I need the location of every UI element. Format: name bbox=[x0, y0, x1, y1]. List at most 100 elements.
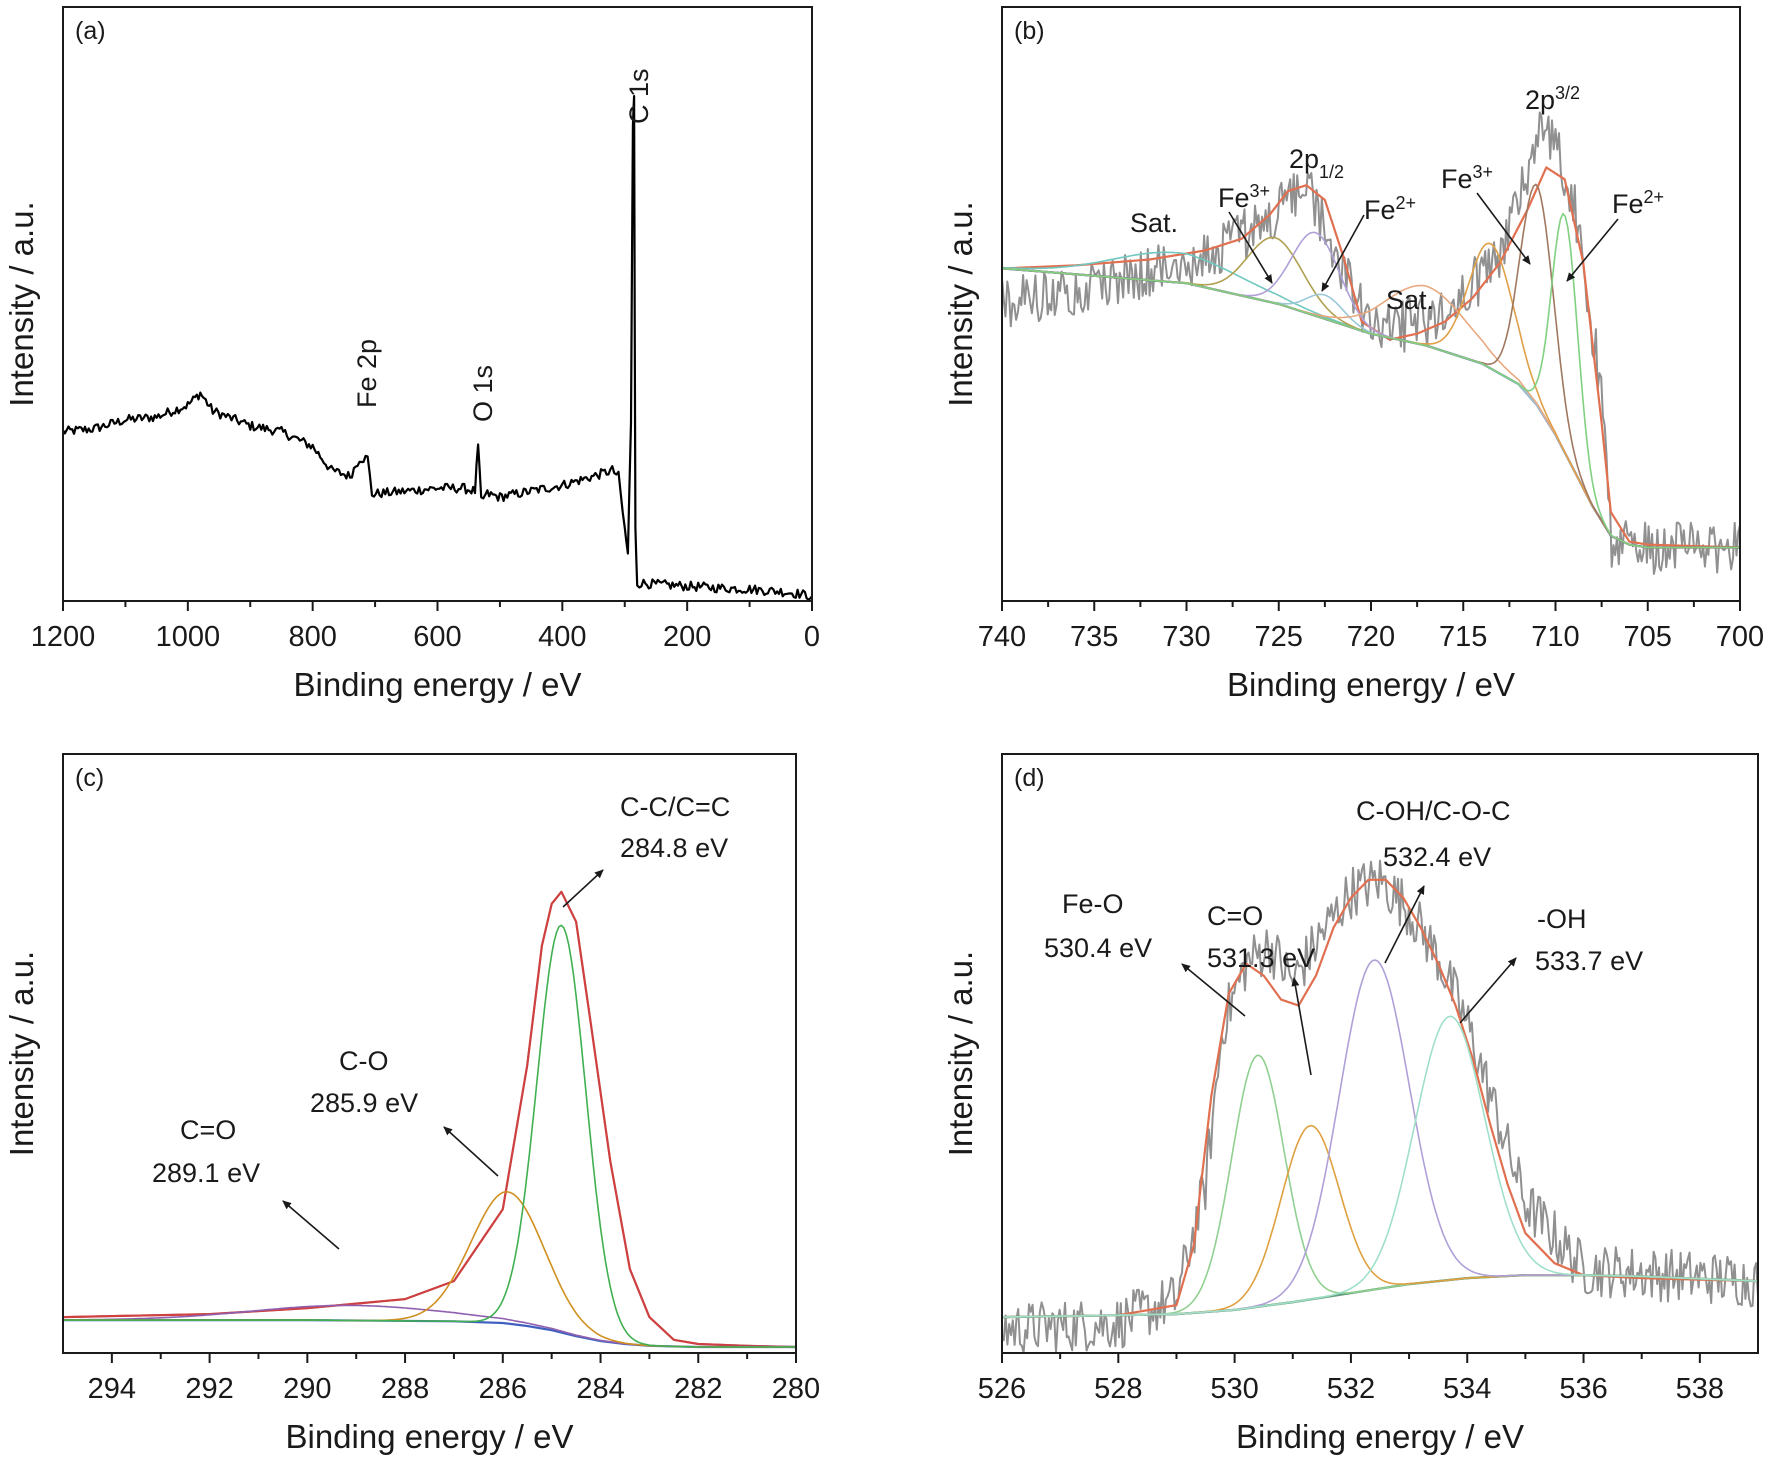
y-axis-title: Intensity / a.u. bbox=[942, 201, 979, 406]
x-tick-label: 740 bbox=[978, 621, 1026, 653]
annotation-label: C-O bbox=[339, 1046, 389, 1076]
x-tick-label: 294 bbox=[88, 1373, 136, 1405]
annotation-value: 284.8 eV bbox=[620, 833, 728, 863]
x-tick-label: 284 bbox=[576, 1373, 624, 1405]
annotation-label: Fe-O bbox=[1062, 889, 1124, 919]
series-0-line bbox=[1001, 111, 1741, 575]
x-axis-title: Binding energy / eV bbox=[293, 666, 581, 703]
annotation-arrow bbox=[562, 869, 604, 908]
plot-frame bbox=[1001, 6, 1741, 602]
annotation-label: Fe2+ bbox=[1612, 187, 1664, 219]
x-tick-label: 700 bbox=[1716, 621, 1764, 653]
annotation-label: C=O bbox=[180, 1115, 236, 1145]
x-tick-label: 536 bbox=[1559, 1373, 1607, 1405]
series-4-line bbox=[1001, 251, 1740, 549]
series-1-line bbox=[62, 890, 797, 1349]
annotation-label: Fe2+ bbox=[1364, 193, 1416, 225]
x-tick-label: 715 bbox=[1439, 621, 1487, 653]
annotation-label: Sat. bbox=[1130, 208, 1178, 238]
x-axis-title: Binding energy / eV bbox=[1236, 1418, 1524, 1455]
x-tick-label: 400 bbox=[538, 621, 586, 653]
panel-a: 1200 1000 800 600 400 200 0 Binding energy / eV… bbox=[3, 6, 820, 703]
series-0-line bbox=[62, 95, 813, 601]
x-tick-label: 534 bbox=[1443, 1373, 1491, 1405]
x-tick-label: 288 bbox=[381, 1373, 429, 1405]
x-tick-label: 200 bbox=[663, 621, 711, 653]
series-1-line bbox=[1001, 878, 1759, 1319]
series-10-line bbox=[1001, 183, 1740, 549]
x-tick-label: 282 bbox=[674, 1373, 722, 1405]
series-7-line bbox=[1001, 1015, 1759, 1318]
annotation-label: C=O bbox=[1207, 901, 1263, 931]
series-5-line bbox=[63, 924, 796, 1348]
annotation-value: 533.7 eV bbox=[1535, 946, 1643, 976]
annotation-arrow bbox=[1384, 885, 1425, 964]
annotation-label: 2p1/2 bbox=[1289, 144, 1344, 182]
annotation-arrow bbox=[1459, 957, 1517, 1024]
annotation-value: 530.4 eV bbox=[1044, 933, 1152, 963]
panel-label: (b) bbox=[1014, 17, 1045, 45]
annotation-label: -OH bbox=[1537, 904, 1587, 934]
plot-frame bbox=[62, 6, 813, 602]
x-tick-label: 280 bbox=[772, 1373, 820, 1405]
x-tick-label: 710 bbox=[1531, 621, 1579, 653]
x-tick-label: 725 bbox=[1255, 621, 1303, 653]
series-11-line bbox=[1001, 212, 1740, 549]
x-tick-label: 720 bbox=[1347, 621, 1395, 653]
x-tick-label: 1200 bbox=[31, 621, 96, 653]
annotation-arrow bbox=[1228, 211, 1273, 284]
annotation-label: Fe 2p bbox=[352, 339, 382, 408]
annotation-label: Fe3+ bbox=[1441, 162, 1493, 194]
panel-label: (d) bbox=[1014, 764, 1045, 792]
annotation-arrow bbox=[1476, 192, 1531, 265]
x-axis-title: Binding energy / eV bbox=[285, 1418, 573, 1455]
x-tick-label: 532 bbox=[1327, 1373, 1375, 1405]
x-tick-label: 530 bbox=[1210, 1373, 1258, 1405]
series-8-line bbox=[1001, 267, 1740, 549]
annotation-label: O 1s bbox=[468, 365, 498, 422]
annotation-value: 289.1 eV bbox=[152, 1158, 260, 1188]
y-axis-title: Intensity / a.u. bbox=[942, 951, 979, 1156]
annotation-arrow bbox=[1181, 963, 1246, 1017]
series-9-line bbox=[1001, 242, 1740, 549]
annotation-arrow bbox=[1566, 218, 1619, 282]
series-0-line bbox=[1001, 859, 1759, 1354]
panel-c: 294 292 290 288 286 284 282 280 Binding energy /… bbox=[3, 753, 820, 1455]
x-tick-label: 292 bbox=[185, 1373, 233, 1405]
x-tick-label: 800 bbox=[288, 621, 336, 653]
series-6-line bbox=[1001, 231, 1740, 549]
annotation-label: C 1s bbox=[624, 68, 654, 124]
annotation-label: 2p3/2 bbox=[1525, 83, 1580, 115]
plot-frame bbox=[62, 753, 797, 1354]
x-tick-label: 286 bbox=[479, 1373, 527, 1405]
panel-label: (c) bbox=[75, 764, 104, 792]
x-tick-label: 600 bbox=[413, 621, 461, 653]
series-1-line bbox=[1001, 166, 1741, 549]
plot-frame bbox=[1001, 753, 1759, 1354]
annotation-arrow bbox=[443, 1126, 499, 1177]
annotation-label: C-OH/C-O-C bbox=[1356, 796, 1510, 826]
annotation-arrow bbox=[1291, 977, 1312, 1076]
series-4-line bbox=[63, 1191, 796, 1348]
x-tick-label: 526 bbox=[978, 1373, 1026, 1405]
annotation-value: 532.4 eV bbox=[1383, 842, 1491, 872]
x-axis-title: Binding energy / eV bbox=[1227, 666, 1515, 703]
annotation-value: 531.3 eV bbox=[1207, 943, 1315, 973]
series-5-line bbox=[1001, 236, 1740, 549]
panel-label: (a) bbox=[75, 17, 106, 45]
x-tick-label: 1000 bbox=[156, 621, 221, 653]
series-0-line bbox=[62, 890, 797, 1348]
x-tick-label: 705 bbox=[1624, 621, 1672, 653]
panel-b: 740 735 730 725 720 715 710 705 700 Binding energ… bbox=[942, 6, 1764, 703]
y-axis-title: Intensity / a.u. bbox=[3, 951, 40, 1156]
x-tick-label: 735 bbox=[1070, 621, 1118, 653]
y-axis-title: Intensity / a.u. bbox=[3, 201, 40, 406]
x-tick-label: 290 bbox=[283, 1373, 331, 1405]
x-tick-label: 528 bbox=[1094, 1373, 1142, 1405]
series-3-line bbox=[62, 1304, 796, 1348]
annotation-label: Sat. bbox=[1386, 285, 1434, 315]
x-tick-label: 0 bbox=[804, 621, 820, 653]
annotation-label: C-C/C=C bbox=[620, 792, 730, 822]
x-tick-label: 538 bbox=[1676, 1373, 1724, 1405]
